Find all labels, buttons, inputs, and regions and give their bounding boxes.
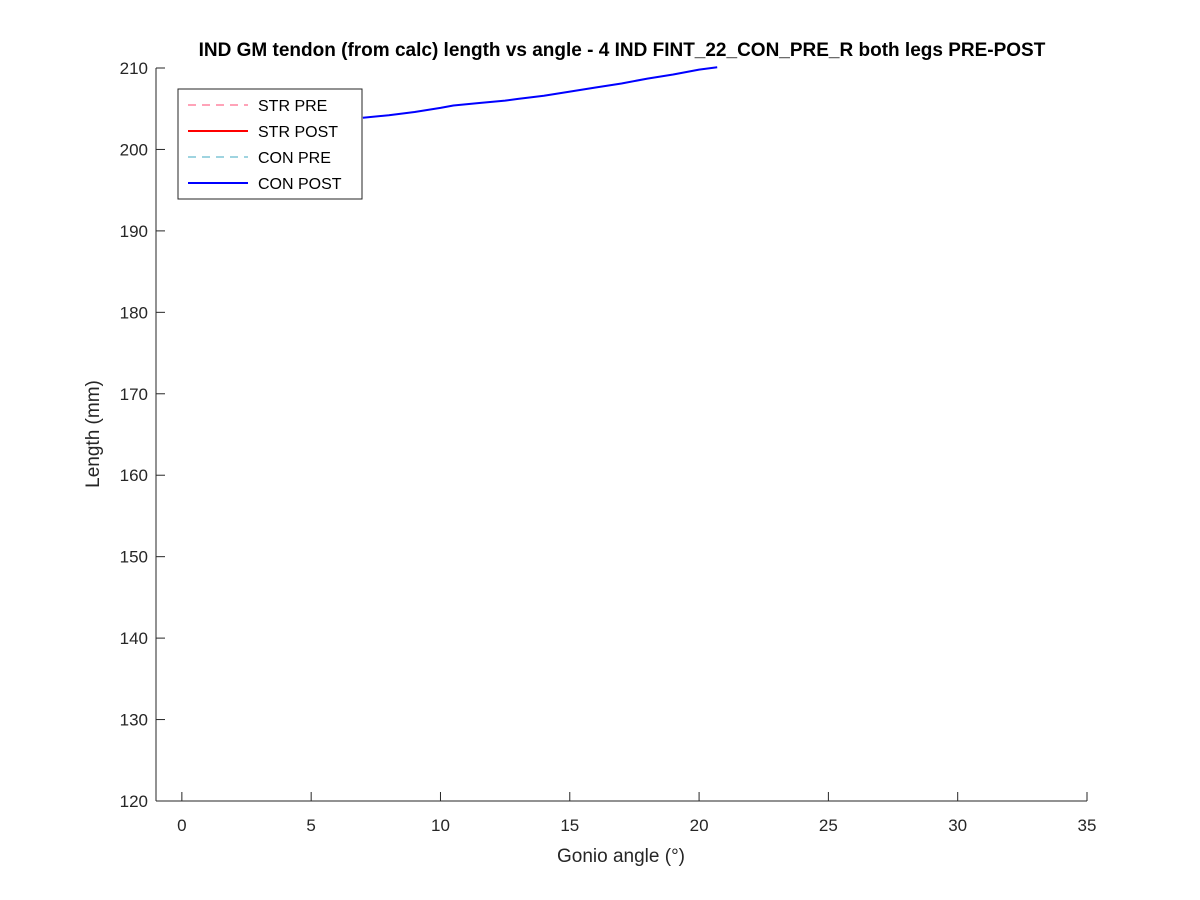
legend-box (177, 88, 363, 200)
y-axis-label: Length (mm) (83, 380, 104, 488)
x-tick-label: 15 (560, 816, 579, 835)
legend-label: CON POST (258, 176, 342, 193)
legend-label: STR PRE (258, 98, 327, 115)
x-axis-label: Gonio angle (°) (557, 846, 685, 867)
x-tick-label: 30 (948, 816, 967, 835)
x-tick-label: 20 (690, 816, 709, 835)
y-tick-label: 210 (120, 59, 148, 78)
y-tick-label: 180 (120, 303, 148, 322)
x-tick-label: 5 (306, 816, 315, 835)
axes: 0 5 10 15 20 25 30 35 120 130 140 150 160 170 180 190 20… (120, 59, 1097, 835)
series-layer (362, 66, 718, 119)
x-tick-label: 35 (1078, 816, 1097, 835)
y-tick-label: 140 (120, 629, 148, 648)
y-tick-label: 130 (120, 711, 148, 730)
x-tick-label: 10 (431, 816, 450, 835)
y-tick-label: 160 (120, 466, 148, 485)
y-tick-label: 190 (120, 222, 148, 241)
series-line-con-post (362, 66, 718, 119)
y-tick-label: 170 (120, 385, 148, 404)
legend-label: STR POST (258, 124, 338, 141)
y-tick-label: 150 (120, 548, 148, 567)
y-tick-label: 120 (120, 792, 148, 811)
chart-title: IND GM tendon (from calc) length vs angl… (199, 40, 1046, 61)
y-tick-label: 200 (120, 140, 148, 159)
legend-label: CON PRE (258, 150, 331, 167)
legend: STR PRE STR POST CON PRE CON POST (177, 88, 363, 200)
x-tick-label: 0 (177, 816, 186, 835)
x-tick-label: 25 (819, 816, 838, 835)
